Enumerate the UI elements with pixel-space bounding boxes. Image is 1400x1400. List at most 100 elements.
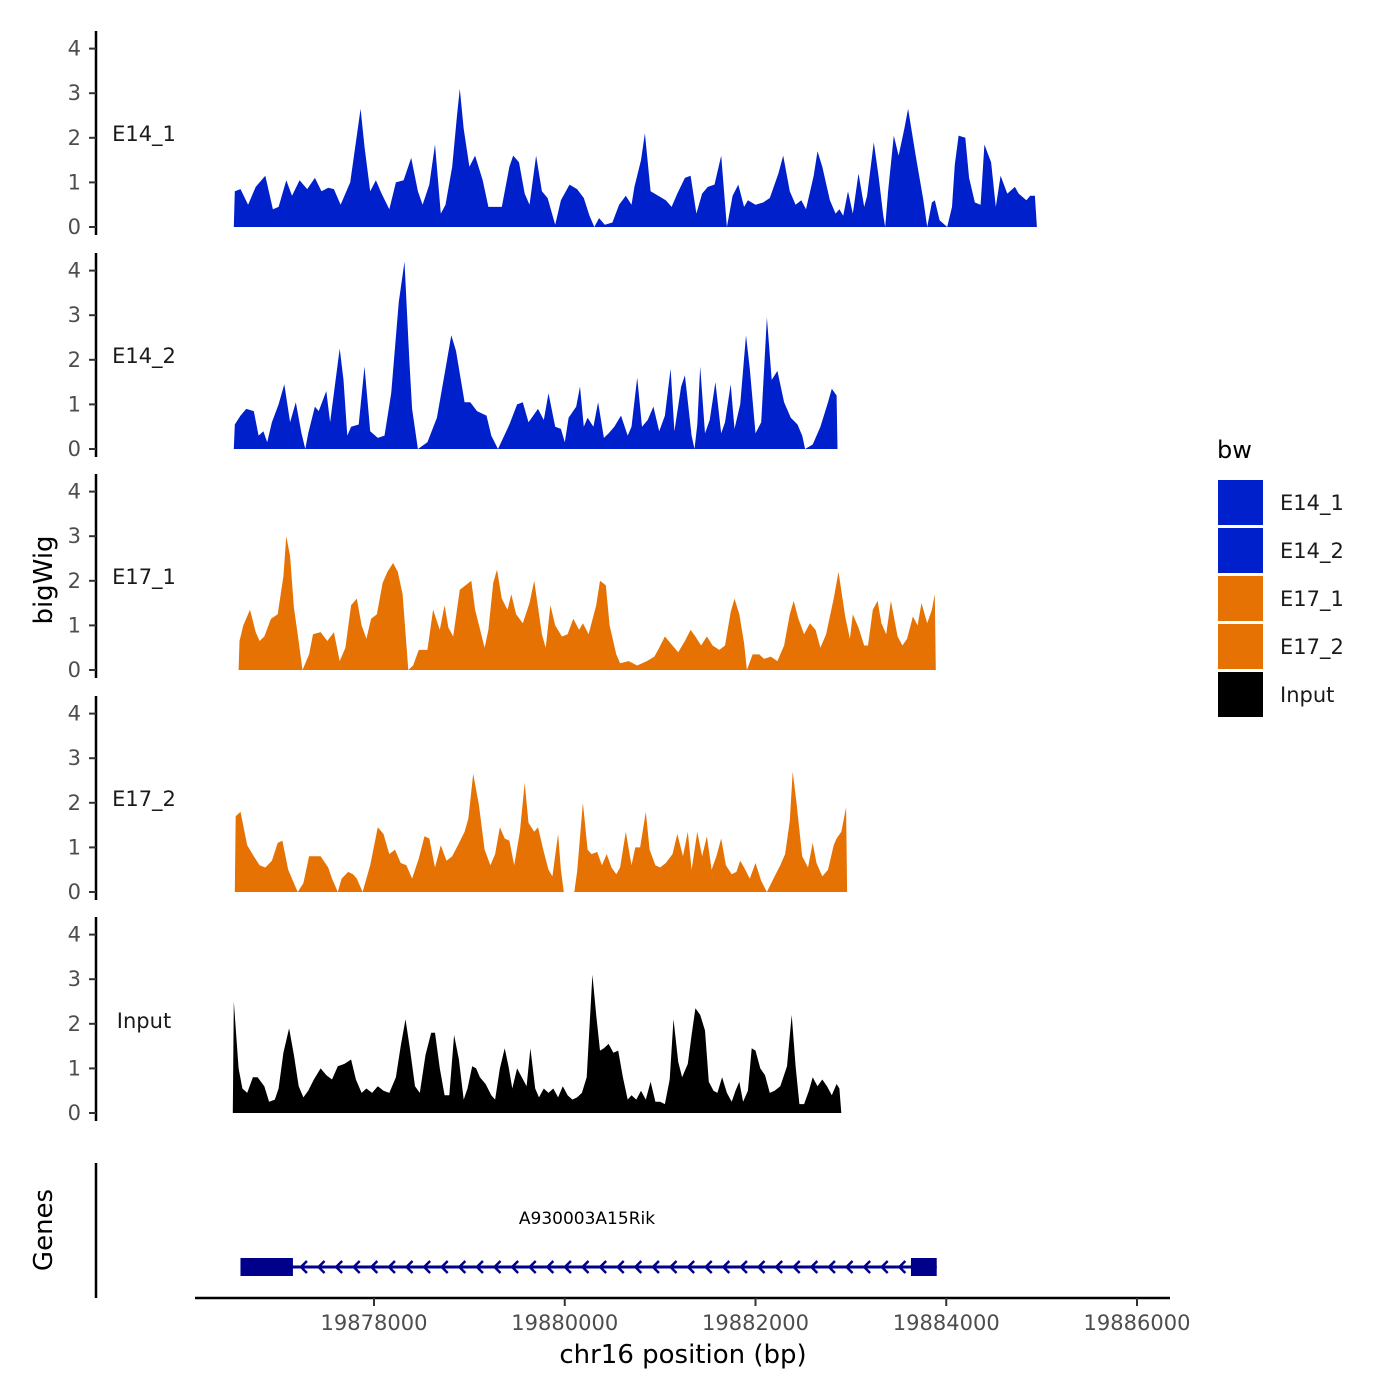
strand-arrow bbox=[316, 1260, 326, 1274]
strand-arrow bbox=[879, 1260, 889, 1274]
strand-arrow bbox=[774, 1260, 784, 1274]
strand-arrow bbox=[457, 1260, 467, 1274]
strand-arrow bbox=[299, 1260, 308, 1274]
x-axis-title: chr16 position (bp) bbox=[559, 1340, 806, 1370]
area-E17_1 bbox=[238, 536, 936, 670]
track-Input: 0 1 2 3 4 Input bbox=[68, 917, 842, 1125]
track-label-E17_2: E17_2 bbox=[112, 787, 176, 812]
strand-arrow bbox=[844, 1260, 854, 1274]
y-tick-label-E17_2-0: 0 bbox=[68, 880, 81, 904]
strand-arrow bbox=[439, 1260, 449, 1274]
strand-arrow bbox=[527, 1260, 537, 1274]
strand-arrow bbox=[686, 1260, 696, 1274]
x-ticks: 19878000 19880000 19882000 19884000 19886000 bbox=[321, 1298, 1190, 1335]
legend-title: bw bbox=[1217, 436, 1252, 464]
x-tick-label-19878000: 19878000 bbox=[321, 1311, 428, 1335]
y-tick-label-E17_1-4: 4 bbox=[68, 480, 81, 504]
area-E17_2 bbox=[234, 771, 848, 892]
strand-arrow bbox=[862, 1260, 872, 1274]
strand-arrow bbox=[580, 1260, 590, 1274]
y-tick-label-E14_1-0: 0 bbox=[68, 215, 81, 239]
y-tick-label-E17_1-0: 0 bbox=[68, 658, 81, 682]
x-tick-label-19884000: 19884000 bbox=[893, 1311, 1000, 1335]
strand-arrow bbox=[809, 1260, 819, 1274]
gene-exon-2 bbox=[910, 1258, 937, 1276]
strand-arrow bbox=[651, 1260, 660, 1274]
strand-arrow bbox=[563, 1260, 572, 1274]
y-tick-label-Input-3: 3 bbox=[68, 967, 81, 991]
track-E14_2: 0 1 2 3 4 E14_2 bbox=[68, 253, 838, 461]
gene-name-label: A930003A15Rik bbox=[519, 1209, 655, 1229]
y-tick-label-E14_2-1: 1 bbox=[68, 392, 81, 416]
strand-arrow bbox=[598, 1260, 608, 1274]
y-tick-label-Input-1: 1 bbox=[68, 1056, 81, 1080]
bigwig-tracks: 0 1 2 3 4 E14_1 0 1 2 3 4 E14_2 0 1 2 3 4 E17_1 0 1 2 3 4 E17_2… bbox=[68, 31, 1037, 1125]
strand-arrow bbox=[387, 1260, 396, 1274]
strand-arrow bbox=[422, 1260, 432, 1274]
y-tick-label-E14_1-4: 4 bbox=[68, 37, 81, 61]
strand-arrow bbox=[756, 1260, 766, 1274]
track-label-E14_1: E14_1 bbox=[112, 122, 176, 147]
strand-arrow bbox=[334, 1260, 344, 1274]
legend-key-Input bbox=[1218, 672, 1263, 717]
y-tick-label-E14_1-3: 3 bbox=[68, 81, 81, 105]
strand-arrow bbox=[475, 1260, 484, 1274]
strand-arrow bbox=[827, 1260, 836, 1274]
y-tick-label-E14_2-4: 4 bbox=[68, 259, 81, 283]
y-tick-label-E17_1-3: 3 bbox=[68, 524, 81, 548]
y-tick-label-Input-4: 4 bbox=[68, 923, 81, 947]
area-E14_1 bbox=[233, 88, 1037, 227]
strand-arrow bbox=[404, 1260, 414, 1274]
legend-items: E14_1 E14_2 E17_1 E17_2 Input bbox=[1218, 480, 1344, 717]
y-tick-label-E17_2-2: 2 bbox=[68, 791, 81, 815]
y-tick-label-Input-0: 0 bbox=[68, 1101, 81, 1125]
strand-arrow bbox=[351, 1260, 361, 1274]
y-tick-label-E17_2-1: 1 bbox=[68, 835, 81, 859]
x-axis: 19878000 19880000 19882000 19884000 19886000… bbox=[195, 1296, 1190, 1370]
y-tick-label-E14_2-3: 3 bbox=[68, 303, 81, 327]
strand-arrow bbox=[510, 1260, 520, 1274]
x-tick-label-19880000: 19880000 bbox=[511, 1311, 618, 1335]
strand-arrow bbox=[369, 1260, 379, 1274]
legend-key-E14_2 bbox=[1218, 528, 1263, 573]
legend-label-Input: Input bbox=[1280, 683, 1334, 707]
strand-arrow bbox=[615, 1260, 625, 1274]
strand-arrow bbox=[721, 1260, 731, 1274]
y-axis-title-group: bigWig bbox=[29, 535, 59, 624]
gene-track-title: Genes bbox=[29, 1189, 59, 1271]
y-tick-label-E17_2-3: 3 bbox=[68, 746, 81, 770]
legend-label-E17_2: E17_2 bbox=[1280, 635, 1344, 660]
strand-arrow bbox=[545, 1260, 555, 1274]
legend-label-E17_1: E17_1 bbox=[1280, 587, 1344, 612]
strand-arrow bbox=[739, 1260, 748, 1274]
legend-label-E14_2: E14_2 bbox=[1280, 539, 1344, 564]
area-E14_2 bbox=[233, 261, 838, 449]
track-label-E17_1: E17_1 bbox=[112, 565, 176, 590]
track-E17_2: 0 1 2 3 4 E17_2 bbox=[68, 696, 848, 904]
legend: bw E14_1 E14_2 E17_1 E17_2 Input bbox=[1217, 436, 1344, 717]
track-label-Input: Input bbox=[117, 1009, 171, 1033]
track-label-E14_2: E14_2 bbox=[112, 344, 176, 369]
y-tick-label-E17_1-2: 2 bbox=[68, 569, 81, 593]
area-Input bbox=[232, 974, 842, 1113]
strand-arrow bbox=[897, 1260, 907, 1274]
strand-arrow bbox=[703, 1260, 713, 1274]
strand-arrow bbox=[668, 1260, 678, 1274]
y-tick-label-E14_1-2: 2 bbox=[68, 126, 81, 150]
y-tick-label-E17_2-4: 4 bbox=[68, 702, 81, 726]
y-tick-label-Input-2: 2 bbox=[68, 1012, 81, 1036]
gene-exon-1 bbox=[240, 1258, 293, 1276]
legend-key-E17_1 bbox=[1218, 576, 1263, 621]
strand-arrow bbox=[633, 1260, 643, 1274]
y-tick-label-E14_1-1: 1 bbox=[68, 170, 81, 194]
gene-model bbox=[240, 1258, 937, 1276]
legend-label-E14_1: E14_1 bbox=[1280, 491, 1344, 516]
y-tick-label-E17_1-1: 1 bbox=[68, 613, 81, 637]
track-E17_1: 0 1 2 3 4 E17_1 bbox=[68, 474, 936, 682]
track-E14_1: 0 1 2 3 4 E14_1 bbox=[68, 31, 1037, 239]
x-tick-label-19882000: 19882000 bbox=[702, 1311, 809, 1335]
strand-arrow bbox=[492, 1260, 502, 1274]
strand-arrow bbox=[791, 1260, 801, 1274]
y-tick-label-E14_2-0: 0 bbox=[68, 437, 81, 461]
